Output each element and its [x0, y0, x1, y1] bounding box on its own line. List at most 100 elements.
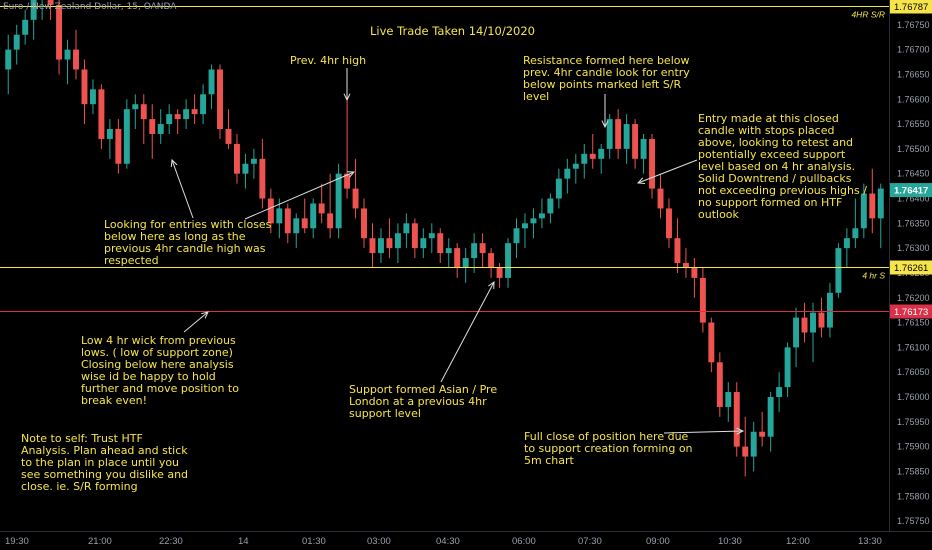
candle-body: [386, 238, 393, 249]
candle-body: [378, 238, 384, 254]
candle-body: [674, 238, 681, 264]
arrow-head: [201, 311, 209, 319]
level-price-label: 1.76261: [894, 263, 928, 274]
candle-body: [877, 188, 884, 219]
x-tick-label: 06:00: [512, 536, 536, 547]
candle-body: [267, 198, 274, 224]
arrow-head: [488, 280, 495, 290]
candle-body: [699, 277, 706, 323]
candle-body: [233, 143, 240, 174]
candle-body: [284, 208, 291, 234]
level-price-box: [890, 260, 932, 275]
candle-body: [784, 347, 791, 388]
candle-body: [496, 267, 503, 278]
candle-body: [30, 0, 37, 20]
annotation-note-to-self: Note to self: Trust HTF Analysis. Plan a…: [21, 432, 189, 493]
candle-body: [191, 109, 198, 115]
candle-body: [776, 387, 783, 398]
y-tick-label: 1.75750: [897, 516, 930, 526]
candle-body: [98, 89, 105, 139]
candle-body: [56, 4, 63, 60]
candle-body: [200, 94, 207, 115]
candle-body: [5, 49, 12, 70]
annotation-full-close: Full close of position here due to suppo…: [524, 430, 693, 467]
candle-body: [445, 248, 452, 254]
candle-body: [47, 0, 54, 5]
annotation-entry: Entry made at this closed candle with st…: [698, 112, 867, 221]
y-tick-label: 1.75900: [897, 442, 930, 452]
x-tick-label: 13:30: [858, 536, 882, 547]
symbol-label: Euro / New Zealand Dollar, 15, OANDA: [3, 2, 177, 12]
annotation-resistance: Resistance formed here below prev. 4hr c…: [523, 54, 690, 103]
y-tick-label: 1.76550: [897, 119, 930, 129]
candle-body: [64, 49, 71, 60]
level-name-label: 4HR S/R: [851, 10, 885, 20]
annotation-arrow: [171, 159, 194, 219]
candle-body: [547, 198, 554, 214]
candle-body: [793, 317, 800, 348]
candle-body: [615, 119, 622, 149]
candle-body: [369, 238, 376, 254]
candle-body: [149, 119, 156, 134]
price-axis: [889, 0, 932, 550]
annotation-arrow: [663, 430, 744, 434]
candle-body: [708, 322, 715, 363]
y-tick-label: 1.76200: [897, 293, 930, 303]
candle-body: [555, 178, 562, 199]
candle-body: [361, 208, 367, 239]
candle-body: [725, 392, 732, 407]
candle-body: [157, 124, 164, 134]
candle-body: [767, 397, 774, 437]
candle-body: [869, 193, 876, 219]
candle-body: [759, 431, 766, 437]
candle-body: [581, 153, 588, 164]
annotation-arrow: [244, 171, 355, 220]
candle-body: [505, 243, 511, 278]
y-tick-label: 1.76500: [897, 144, 930, 154]
y-tick-label: 1.75850: [897, 466, 930, 476]
candle-body: [13, 34, 20, 50]
x-tick-label: 04:30: [436, 536, 460, 547]
candle-body: [352, 188, 359, 209]
candle-body: [488, 253, 495, 268]
candle-body: [225, 129, 232, 144]
candle-body: [835, 248, 842, 293]
x-tick-label: 19:30: [5, 536, 29, 547]
candle-body: [666, 208, 672, 239]
x-tick-label: 22:30: [159, 536, 183, 547]
candle-body: [843, 238, 850, 249]
annotation-arrow: [440, 281, 495, 383]
y-tick-label: 1.76600: [897, 94, 930, 104]
candle-body: [564, 168, 571, 179]
candle-body: [327, 213, 334, 229]
level-price-box: [890, 0, 932, 14]
candle-body: [183, 109, 190, 120]
candle-body: [860, 193, 867, 229]
candle-body: [140, 104, 147, 120]
candle-body: [22, 19, 29, 35]
candle-body: [471, 243, 478, 259]
annotation-arrow: [183, 311, 209, 333]
candle-body: [437, 233, 444, 254]
candle-body: [259, 158, 266, 199]
candle-body: [344, 173, 351, 189]
x-tick-label: 21:00: [88, 536, 112, 547]
y-tick-label: 1.76150: [897, 318, 930, 328]
candle-body: [742, 446, 749, 457]
candle-body: [208, 69, 215, 95]
x-tick-label: 09:00: [646, 536, 670, 547]
y-tick-label: 1.76050: [897, 367, 930, 377]
candle-body: [598, 148, 605, 159]
y-tick-label: 1.75950: [897, 417, 930, 427]
candle-body: [522, 223, 528, 229]
candle-body: [428, 233, 435, 239]
y-tick-label: 1.76300: [897, 243, 930, 253]
candle-body: [810, 312, 816, 333]
candle-body: [242, 163, 249, 174]
candle-body: [818, 312, 825, 328]
candle-body: [132, 104, 139, 110]
candle-body: [623, 124, 630, 149]
candle-body: [335, 173, 342, 229]
